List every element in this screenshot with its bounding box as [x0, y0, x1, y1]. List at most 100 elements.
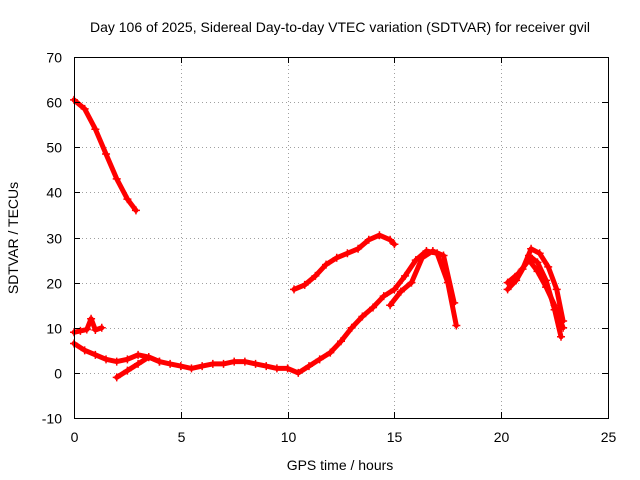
data-point	[262, 362, 271, 371]
data-point	[369, 303, 378, 312]
data-point	[144, 353, 153, 362]
series-layer	[70, 95, 568, 382]
data-point	[552, 285, 561, 294]
data-point	[524, 251, 533, 260]
data-point	[439, 251, 448, 260]
data-point	[379, 292, 388, 301]
data-point	[155, 357, 164, 366]
data-point	[358, 312, 367, 321]
series-line-arc-7	[505, 246, 566, 324]
data-point	[322, 260, 331, 269]
x-tick-label: 5	[178, 429, 186, 445]
data-point	[123, 195, 132, 204]
data-point	[452, 321, 461, 330]
data-point	[76, 326, 85, 335]
data-point	[134, 350, 143, 359]
data-point	[80, 346, 89, 355]
data-point	[503, 285, 512, 294]
data-point	[542, 276, 551, 285]
data-point	[533, 258, 542, 267]
data-point	[134, 359, 143, 368]
data-point	[407, 278, 416, 287]
data-point	[112, 174, 121, 183]
y-tick-label: 0	[54, 366, 62, 382]
data-point	[343, 249, 352, 258]
data-point	[300, 280, 309, 289]
data-point	[80, 104, 89, 113]
data-point	[102, 355, 111, 364]
data-point	[418, 253, 427, 262]
data-point	[550, 305, 559, 314]
chart-title: Day 106 of 2025, Sidereal Day-to-day VTE…	[90, 19, 590, 35]
data-point	[364, 235, 373, 244]
data-point	[304, 362, 313, 371]
data-point	[311, 271, 320, 280]
data-point	[557, 332, 566, 341]
data-point	[386, 235, 395, 244]
y-tick-label: 40	[46, 185, 62, 201]
data-point	[123, 366, 132, 375]
data-point	[544, 262, 553, 271]
data-point	[187, 364, 196, 373]
data-point	[347, 323, 356, 332]
data-point	[337, 337, 345, 346]
data-point	[514, 269, 523, 278]
x-tick-label: 10	[281, 429, 297, 445]
x-axis-tick-labels: 0 5 10 15 20 25	[71, 429, 617, 445]
data-point	[230, 357, 239, 366]
data-point	[251, 359, 260, 368]
data-point	[176, 362, 185, 371]
data-point	[326, 348, 335, 357]
y-tick-label: 20	[46, 276, 62, 292]
data-point	[240, 357, 249, 366]
y-tick-label: 70	[46, 50, 62, 66]
x-tick-label: 20	[494, 429, 510, 445]
data-point	[91, 350, 100, 359]
data-point	[91, 326, 100, 335]
axis-ticks	[74, 57, 609, 419]
data-point	[450, 298, 459, 307]
data-point	[283, 364, 292, 373]
data-point	[294, 368, 303, 377]
y-tick-label: 10	[46, 321, 62, 337]
data-point	[390, 240, 399, 249]
y-tick-label: 30	[46, 231, 62, 247]
grid	[74, 57, 608, 418]
data-point	[82, 325, 91, 334]
data-point	[272, 364, 281, 373]
data-point	[87, 314, 96, 323]
data-point	[527, 244, 536, 253]
data-point	[354, 244, 363, 253]
data-point	[208, 359, 217, 368]
y-axis-label: SDTVAR / TECUs	[5, 182, 21, 294]
data-point	[102, 150, 111, 159]
y-tick-label: 50	[46, 140, 62, 156]
data-point	[315, 355, 324, 364]
x-tick-label: 25	[601, 429, 617, 445]
data-point	[535, 249, 544, 258]
x-tick-label: 15	[387, 429, 403, 445]
data-point	[332, 253, 341, 262]
data-point	[131, 206, 140, 215]
y-tick-label: 60	[46, 95, 62, 111]
data-point	[166, 359, 175, 368]
data-point	[386, 301, 395, 310]
data-point	[290, 285, 299, 294]
data-point	[396, 287, 405, 296]
data-point	[375, 231, 384, 240]
data-point	[198, 362, 207, 371]
data-point	[401, 271, 410, 280]
data-point	[97, 323, 106, 332]
data-point	[112, 357, 121, 366]
x-axis-label: GPS time / hours	[287, 457, 394, 473]
data-point	[411, 256, 420, 265]
data-point	[428, 247, 437, 256]
data-point	[390, 285, 399, 294]
x-tick-label: 0	[71, 429, 79, 445]
data-point	[123, 355, 132, 364]
data-point	[219, 359, 228, 368]
data-point	[112, 373, 121, 382]
